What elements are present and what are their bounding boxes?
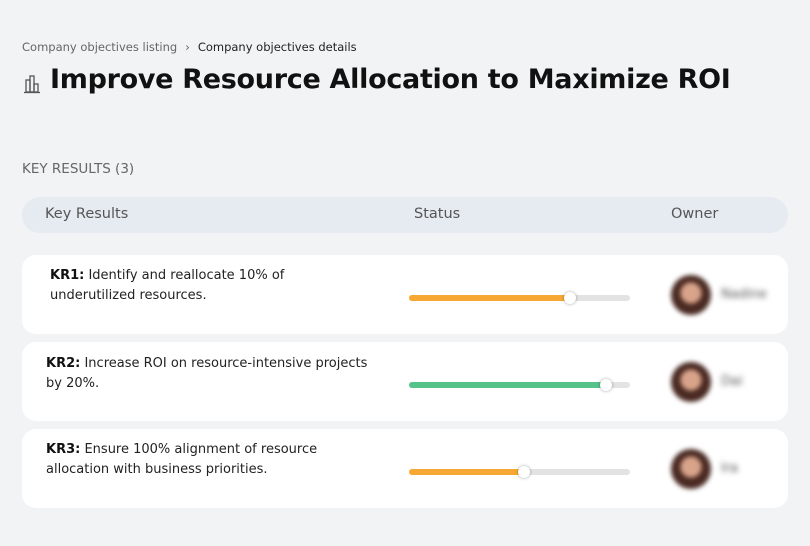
owner-avatar bbox=[671, 449, 711, 489]
page-title: Improve Resource Allocation to Maximize … bbox=[50, 64, 731, 95]
progress-track bbox=[409, 292, 630, 304]
breadcrumb-link[interactable]: Company objectives listing bbox=[22, 40, 178, 54]
progress-knob bbox=[564, 292, 577, 304]
column-header: Key Results bbox=[45, 206, 129, 222]
progress-fill bbox=[409, 469, 524, 475]
progress-fill bbox=[409, 382, 606, 388]
breadcrumb-current: Company objectives details bbox=[197, 40, 357, 54]
key-result-description: Identify and reallocate 10% of underutil… bbox=[50, 268, 285, 303]
key-result-id: KR1: bbox=[50, 268, 85, 283]
progress-knob bbox=[517, 466, 530, 478]
key-result-row: KR2: Increase ROI on resource-intensive … bbox=[22, 342, 788, 421]
key-result-id: KR3: bbox=[46, 442, 81, 457]
breadcrumb: Company objectives listing › Company objec… bbox=[22, 40, 357, 54]
key-result-description: Ensure 100% alignment of resource alloca… bbox=[46, 442, 318, 477]
key-result-id: KR2: bbox=[46, 356, 81, 371]
column-header: Owner bbox=[671, 206, 719, 222]
key-result-description: Increase ROI on resource-intensive proje… bbox=[46, 356, 368, 391]
key-result-text: KR2: Increase ROI on resource-intensive … bbox=[46, 354, 386, 394]
owner-name: Nadine bbox=[721, 287, 767, 302]
key-result-row: KR3: Ensure 100% alignment of resource a… bbox=[22, 429, 788, 508]
progress-knob bbox=[599, 379, 612, 391]
column-header: Status bbox=[414, 206, 461, 222]
table-header: Key Results Status Owner bbox=[22, 197, 788, 233]
owner-avatar bbox=[671, 362, 711, 402]
key-result-text: KR1: Identify and reallocate 10% of unde… bbox=[50, 266, 295, 306]
objective-icon bbox=[24, 75, 40, 94]
breadcrumb-separator: › bbox=[185, 40, 190, 54]
progress-track bbox=[409, 379, 630, 391]
section-title: KEY RESULTS (3) bbox=[22, 161, 135, 177]
owner-name: Ira bbox=[721, 461, 739, 476]
owner-name: Dai bbox=[721, 374, 743, 389]
owner-avatar bbox=[671, 275, 711, 315]
key-result-row: KR1: Identify and reallocate 10% of unde… bbox=[22, 255, 788, 334]
progress-fill bbox=[409, 295, 571, 301]
progress-track bbox=[409, 466, 630, 478]
key-result-text: KR3: Ensure 100% alignment of resource a… bbox=[46, 440, 326, 480]
